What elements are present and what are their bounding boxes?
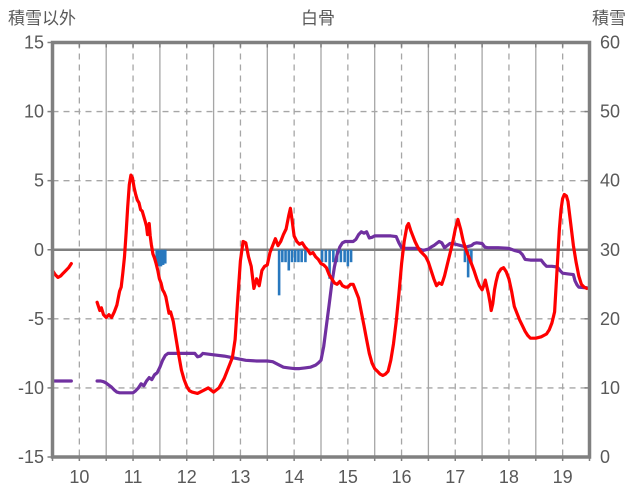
- left-axis-tick-label: -15: [18, 447, 44, 467]
- x-axis-tick-label: 17: [445, 467, 465, 487]
- right-axis-title: 積雪: [592, 9, 626, 28]
- precipitation-bar: [293, 249, 297, 263]
- precipitation-bar: [463, 249, 467, 263]
- right-axis-tick-label: 20: [600, 309, 620, 329]
- precipitation-bar: [300, 249, 303, 263]
- left-axis-tick-label: -5: [28, 309, 44, 329]
- x-axis-tick-label: 14: [284, 467, 304, 487]
- left-axis-tick-label: 0: [34, 240, 44, 260]
- precipitation-bar: [159, 249, 163, 267]
- precipitation-bar: [320, 249, 324, 263]
- precipitation-bar: [343, 249, 346, 263]
- x-axis-tick-label: 12: [177, 467, 197, 487]
- precipitation-bar: [163, 249, 167, 264]
- x-axis-tick-label: 11: [124, 467, 143, 487]
- right-axis-tick-label: 0: [600, 447, 610, 467]
- right-axis-tick-label: 40: [600, 171, 620, 191]
- precipitation-bar: [284, 249, 287, 263]
- x-axis-tick-label: 18: [499, 467, 519, 487]
- purple-line: [95, 230, 589, 395]
- precipitation-bar: [466, 249, 470, 278]
- precipitation-bar: [324, 249, 328, 263]
- plot-frame: [50, 40, 592, 459]
- x-axis-tick-label: 15: [338, 467, 358, 487]
- precipitation-bar: [470, 249, 473, 264]
- red-line: [50, 262, 73, 279]
- x-axis-tick-label: 10: [69, 467, 89, 487]
- precipitation-bar: [339, 249, 343, 263]
- precipitation-bar: [277, 249, 281, 296]
- precipitation-bar: [346, 249, 350, 267]
- right-axis-tick-label: 30: [600, 240, 620, 260]
- right-axis-tick-label: 10: [600, 378, 620, 398]
- x-axis-tick-label: 13: [230, 467, 250, 487]
- precipitation-bar: [297, 249, 300, 263]
- red-line: [95, 173, 589, 395]
- precipitation-bar: [287, 249, 291, 271]
- precipitation-bar: [349, 249, 353, 263]
- left-axis-tick-label: -10: [18, 378, 44, 398]
- right-axis-tick-label: 60: [600, 33, 620, 53]
- precipitation-bar: [290, 249, 294, 263]
- precipitation-bar: [281, 249, 284, 263]
- left-axis-title: 積雪以外: [8, 9, 76, 28]
- left-axis-tick-label: 15: [24, 33, 44, 53]
- precipitation-bar: [332, 249, 335, 263]
- right-axis-tick-label: 50: [600, 102, 620, 122]
- precipitation-bar: [304, 249, 307, 263]
- chart-title: 白骨: [301, 9, 335, 28]
- precipitation-bar: [161, 249, 165, 265]
- left-axis-tick-label: 10: [24, 102, 44, 122]
- left-axis-tick-label: 5: [34, 171, 44, 191]
- x-axis-tick-label: 19: [553, 467, 573, 487]
- x-axis-tick-label: 16: [392, 467, 412, 487]
- precipitation-bar: [157, 249, 161, 267]
- precipitation-bar: [328, 249, 331, 279]
- precipitation-bar: [155, 249, 158, 264]
